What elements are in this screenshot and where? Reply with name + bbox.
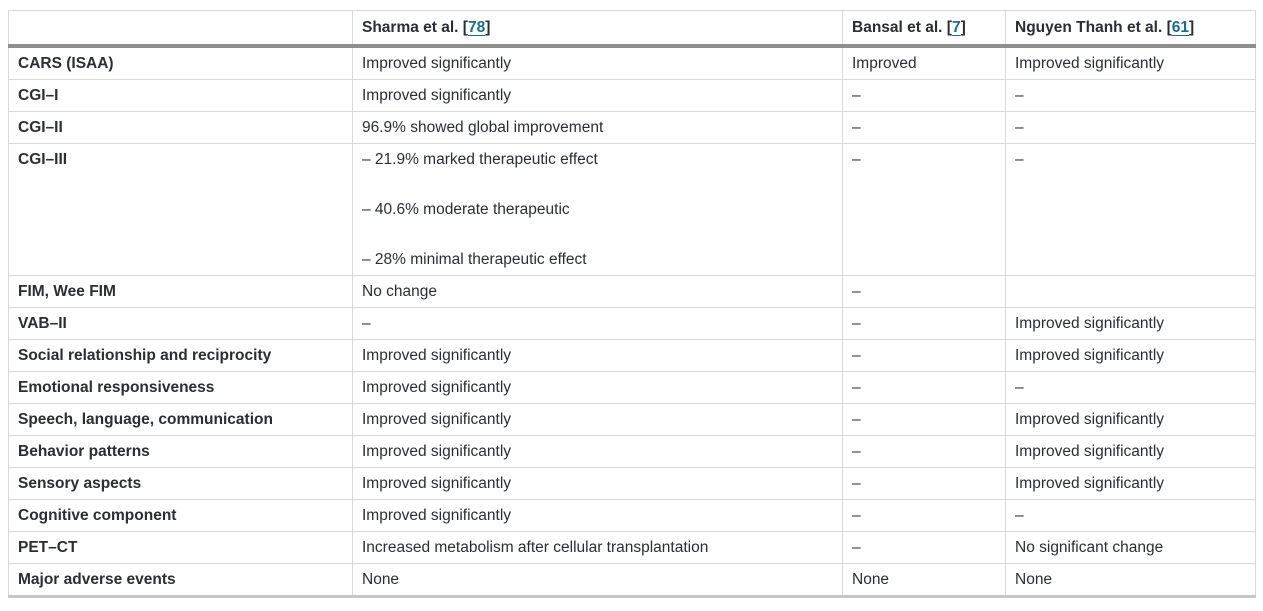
column-header-nguyen: Nguyen Thanh et al. [61]	[1005, 10, 1256, 48]
row-label: Emotional responsiveness	[8, 371, 353, 404]
cell-paragraph: – 40.6% moderate therapeutic	[362, 201, 570, 218]
cell-nguyen: –	[1005, 111, 1256, 144]
table-row: FIM, Wee FIM No change –	[8, 275, 1256, 308]
cell-nguyen: Improved significantly	[1005, 467, 1256, 500]
table-row: Behavior patterns Improved significantly –…	[8, 435, 1256, 468]
column-header-label: Sharma et al.	[362, 19, 459, 36]
row-label: CARS (ISAA)	[8, 45, 353, 80]
table-row: CGI–I Improved significantly – –	[8, 79, 1256, 112]
cell-sharma: Improved significantly	[352, 435, 843, 468]
row-label: Cognitive component	[8, 499, 353, 532]
cell-nguyen: Improved significantly	[1005, 45, 1256, 80]
cell-sharma: Increased metabolism after cellular tran…	[352, 531, 843, 564]
cell-bansal: Improved	[842, 45, 1006, 80]
table-header: Sharma et al. [78] Bansal et al. [7] Nguye…	[8, 10, 1256, 48]
cell-sharma: Improved significantly	[352, 339, 843, 372]
cell-bansal: –	[842, 371, 1006, 404]
cell-bansal: –	[842, 435, 1006, 468]
cell-sharma: –	[352, 307, 843, 340]
cell-bansal: –	[842, 307, 1006, 340]
table-row: PET–CT Increased metabolism after cellula…	[8, 531, 1256, 564]
table-row: Speech, language, communication Improved …	[8, 403, 1256, 436]
cell-bansal: –	[842, 467, 1006, 500]
cell-nguyen: Improved significantly	[1005, 435, 1256, 468]
cell-sharma: Improved significantly	[352, 403, 843, 436]
row-label: FIM, Wee FIM	[8, 275, 353, 308]
table-row: CARS (ISAA) Improved significantly Improve…	[8, 45, 1256, 80]
cell-bansal: –	[842, 339, 1006, 372]
table-row: Major adverse events None None None	[8, 563, 1256, 598]
header-row: Sharma et al. [78] Bansal et al. [7] Nguye…	[8, 10, 1256, 48]
cell-nguyen: –	[1005, 371, 1256, 404]
cell-sharma: 96.9% showed global improvement	[352, 111, 843, 144]
table-row: Cognitive component Improved significantl…	[8, 499, 1256, 532]
table-row: VAB–II – – Improved significantly	[8, 307, 1256, 340]
citation-ref-link-7[interactable]: 7	[951, 19, 961, 36]
comparison-table-container: Sharma et al. [78] Bansal et al. [7] Nguye…	[8, 10, 1256, 598]
column-header-sharma: Sharma et al. [78]	[352, 10, 843, 48]
row-label: Speech, language, communication	[8, 403, 353, 436]
cell-bansal: –	[842, 143, 1006, 276]
row-label: Behavior patterns	[8, 435, 353, 468]
table-row: CGI–III – 21.9% marked therapeutic effect…	[8, 143, 1256, 276]
outcomes-comparison-table: Sharma et al. [78] Bansal et al. [7] Nguye…	[8, 10, 1256, 598]
cell-bansal: –	[842, 111, 1006, 144]
column-header-label: Bansal et al.	[852, 19, 943, 36]
table-row: CGI–II 96.9% showed global improvement – –	[8, 111, 1256, 144]
cell-sharma: Improved significantly	[352, 371, 843, 404]
cell-nguyen: Improved significantly	[1005, 307, 1256, 340]
cell-bansal: None	[842, 563, 1006, 598]
cell-sharma: – 21.9% marked therapeutic effect – 40.6%…	[352, 143, 843, 276]
row-label: Social relationship and reciprocity	[8, 339, 353, 372]
cell-nguyen	[1005, 275, 1256, 308]
cell-sharma: Improved significantly	[352, 499, 843, 532]
cell-bansal: –	[842, 79, 1006, 112]
row-label: Sensory aspects	[8, 467, 353, 500]
cell-sharma: No change	[352, 275, 843, 308]
cell-sharma: Improved significantly	[352, 467, 843, 500]
cell-sharma: None	[352, 563, 843, 598]
row-label: CGI–I	[8, 79, 353, 112]
citation-ref-link-78[interactable]: 78	[467, 19, 486, 36]
cell-nguyen: Improved significantly	[1005, 403, 1256, 436]
cell-paragraph: – 21.9% marked therapeutic effect	[362, 151, 598, 168]
row-label: CGI–II	[8, 111, 353, 144]
cell-nguyen: No significant change	[1005, 531, 1256, 564]
cell-sharma: Improved significantly	[352, 45, 843, 80]
row-label: Major adverse events	[8, 563, 353, 598]
cell-bansal: –	[842, 531, 1006, 564]
cell-bansal: –	[842, 275, 1006, 308]
cell-bansal: –	[842, 403, 1006, 436]
column-header-bansal: Bansal et al. [7]	[842, 10, 1006, 48]
cell-nguyen: –	[1005, 143, 1256, 276]
row-label: PET–CT	[8, 531, 353, 564]
citation-ref-link-61[interactable]: 61	[1171, 19, 1189, 36]
cell-bansal: –	[842, 499, 1006, 532]
table-row: Emotional responsiveness Improved signifi…	[8, 371, 1256, 404]
table-row: Sensory aspects Improved significantly – Im…	[8, 467, 1256, 500]
cell-nguyen: None	[1005, 563, 1256, 598]
cell-nguyen: –	[1005, 79, 1256, 112]
column-header-label: Nguyen Thanh et al.	[1015, 19, 1163, 36]
row-label: CGI–III	[8, 143, 353, 276]
corner-cell	[8, 10, 353, 48]
cell-nguyen: –	[1005, 499, 1256, 532]
cell-nguyen: Improved significantly	[1005, 339, 1256, 372]
table-row: Social relationship and reciprocity Impro…	[8, 339, 1256, 372]
row-label: VAB–II	[8, 307, 353, 340]
cell-sharma: Improved significantly	[352, 79, 843, 112]
cell-paragraph: – 28% minimal therapeutic effect	[362, 251, 587, 268]
table-body: CARS (ISAA) Improved significantly Improve…	[8, 45, 1256, 598]
